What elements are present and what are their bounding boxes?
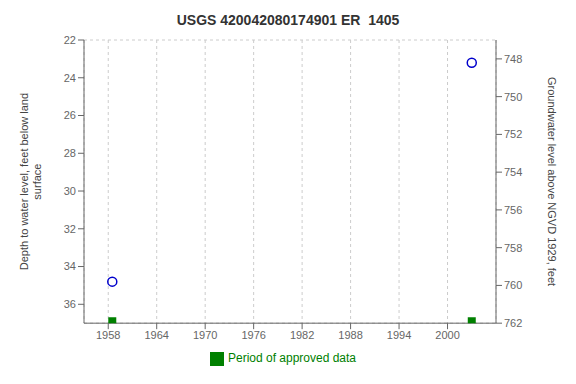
svg-text:752: 752 xyxy=(504,128,522,140)
svg-text:2000: 2000 xyxy=(435,329,459,341)
svg-text:22: 22 xyxy=(64,34,76,46)
svg-text:762: 762 xyxy=(504,317,522,329)
svg-text:748: 748 xyxy=(504,53,522,65)
svg-text:1970: 1970 xyxy=(193,329,217,341)
svg-text:756: 756 xyxy=(504,204,522,216)
svg-text:36: 36 xyxy=(64,298,76,310)
svg-text:28: 28 xyxy=(64,147,76,159)
svg-text:1994: 1994 xyxy=(387,329,411,341)
svg-text:24: 24 xyxy=(64,72,76,84)
html-text:Period of approved data: Period of approved data xyxy=(228,351,356,366)
svg-text:1988: 1988 xyxy=(338,329,362,341)
svg-text:32: 32 xyxy=(64,223,76,235)
svg-text:1976: 1976 xyxy=(241,329,265,341)
svg-text:760: 760 xyxy=(504,279,522,291)
svg-text:754: 754 xyxy=(504,166,522,178)
svg-text:750: 750 xyxy=(504,91,522,103)
svg-text:Groundwater level above NGVD 1: Groundwater level above NGVD 1929, feet xyxy=(546,77,558,286)
svg-text:Depth to water level, feet bel: Depth to water level, feet below landsur… xyxy=(18,93,43,270)
svg-text:1958: 1958 xyxy=(96,329,120,341)
svg-text:30: 30 xyxy=(64,185,76,197)
html-text:USGS 420042080174901 ER 1405: USGS 420042080174901 ER 1405 xyxy=(176,12,400,28)
svg-text:34: 34 xyxy=(64,260,76,272)
svg-text:26: 26 xyxy=(64,109,76,121)
svg-text:758: 758 xyxy=(504,242,522,254)
svg-text:1964: 1964 xyxy=(144,329,168,341)
svg-text:1982: 1982 xyxy=(290,329,314,341)
